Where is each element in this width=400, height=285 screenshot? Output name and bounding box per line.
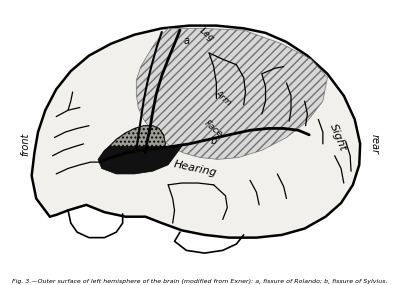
Text: Arm: Arm [213, 89, 233, 108]
Text: rear: rear [370, 134, 380, 154]
Text: Hearing: Hearing [173, 159, 218, 178]
Text: Leg: Leg [198, 26, 216, 43]
Text: Sight: Sight [328, 122, 348, 153]
Polygon shape [32, 26, 360, 238]
Text: Fig. 3.—Outer surface of left hemisphere of the brain (modified from Exner): a, : Fig. 3.—Outer surface of left hemisphere… [12, 278, 388, 284]
Text: front: front [20, 132, 30, 156]
Polygon shape [106, 126, 166, 168]
Polygon shape [98, 144, 184, 174]
Polygon shape [136, 28, 328, 159]
Text: a: a [183, 36, 189, 46]
Text: Face: Face [203, 118, 225, 139]
Text: b: b [210, 136, 217, 146]
